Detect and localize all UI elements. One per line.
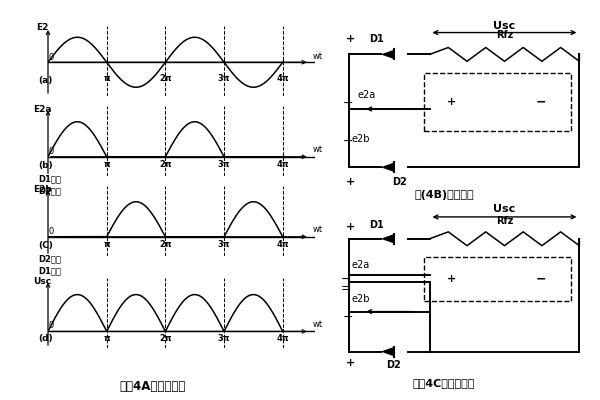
Polygon shape — [380, 234, 394, 243]
Text: +: + — [346, 222, 355, 232]
Text: (C): (C) — [38, 241, 53, 250]
Text: π: π — [103, 74, 110, 83]
Text: 3π: 3π — [218, 240, 230, 249]
Text: +: + — [346, 34, 355, 44]
Text: Rfz: Rfz — [496, 30, 513, 40]
Text: =: = — [340, 282, 351, 294]
Text: 4π: 4π — [277, 160, 289, 169]
Text: 4π: 4π — [277, 240, 289, 249]
Text: 3π: 3π — [218, 160, 230, 169]
Text: 0: 0 — [49, 53, 54, 62]
Text: 2π: 2π — [159, 334, 172, 342]
Text: 4π: 4π — [277, 74, 289, 83]
Text: Usc: Usc — [493, 21, 515, 31]
Text: D2: D2 — [386, 360, 401, 370]
Text: π: π — [103, 334, 110, 342]
Text: wt: wt — [313, 145, 322, 154]
Text: D2截止: D2截止 — [38, 186, 62, 196]
Text: D2导通: D2导通 — [38, 254, 62, 263]
Text: Usc: Usc — [34, 278, 52, 286]
Text: D1: D1 — [369, 220, 384, 230]
Text: D1: D1 — [369, 34, 384, 44]
Text: 0: 0 — [49, 227, 54, 236]
Text: e2b: e2b — [352, 134, 370, 144]
Text: D2: D2 — [392, 178, 407, 188]
Text: 2π: 2π — [159, 160, 172, 169]
Text: −: − — [343, 135, 354, 148]
Text: +: + — [447, 274, 456, 284]
Text: 图（4A）全波整流: 图（4A）全波整流 — [120, 380, 186, 393]
Text: 4π: 4π — [277, 334, 289, 342]
Text: −: − — [343, 97, 354, 110]
Text: 0: 0 — [49, 147, 54, 156]
Text: π: π — [103, 160, 110, 169]
Text: π: π — [103, 240, 110, 249]
Polygon shape — [380, 163, 394, 172]
Text: +: + — [346, 178, 355, 188]
Text: wt: wt — [313, 52, 322, 61]
Text: +: + — [447, 97, 456, 107]
Text: D1导通: D1导通 — [38, 174, 62, 183]
Text: Usc: Usc — [493, 204, 515, 214]
Text: E2a: E2a — [33, 105, 52, 114]
Text: 2π: 2π — [159, 240, 172, 249]
Text: (b): (b) — [38, 161, 53, 170]
Text: E2: E2 — [36, 23, 49, 32]
Text: 0: 0 — [49, 321, 54, 330]
Polygon shape — [380, 50, 394, 59]
Bar — [424, 257, 571, 301]
Text: E2b: E2b — [33, 185, 52, 194]
Text: (d): (d) — [38, 334, 53, 343]
Text: (a): (a) — [38, 76, 53, 84]
Text: e2a: e2a — [358, 90, 376, 100]
Bar — [424, 73, 571, 131]
Polygon shape — [380, 347, 394, 356]
Text: Rfz: Rfz — [496, 216, 513, 226]
Text: −: − — [340, 272, 351, 286]
Text: wt: wt — [313, 320, 322, 329]
Text: 3π: 3π — [218, 74, 230, 83]
Text: −: − — [536, 272, 547, 286]
Text: e2b: e2b — [352, 294, 370, 304]
Text: e2a: e2a — [352, 260, 370, 270]
Text: 图(4B)全波整流: 图(4B)全波整流 — [414, 190, 474, 200]
Text: wt: wt — [313, 225, 322, 234]
Text: 图（4C）全波整流: 图（4C）全波整流 — [413, 378, 475, 388]
Text: +: + — [346, 358, 355, 368]
Text: D1截止: D1截止 — [38, 266, 62, 276]
Text: −: − — [343, 311, 354, 324]
Text: 3π: 3π — [218, 334, 230, 342]
Text: 2π: 2π — [159, 74, 172, 83]
Text: −: − — [536, 95, 547, 108]
